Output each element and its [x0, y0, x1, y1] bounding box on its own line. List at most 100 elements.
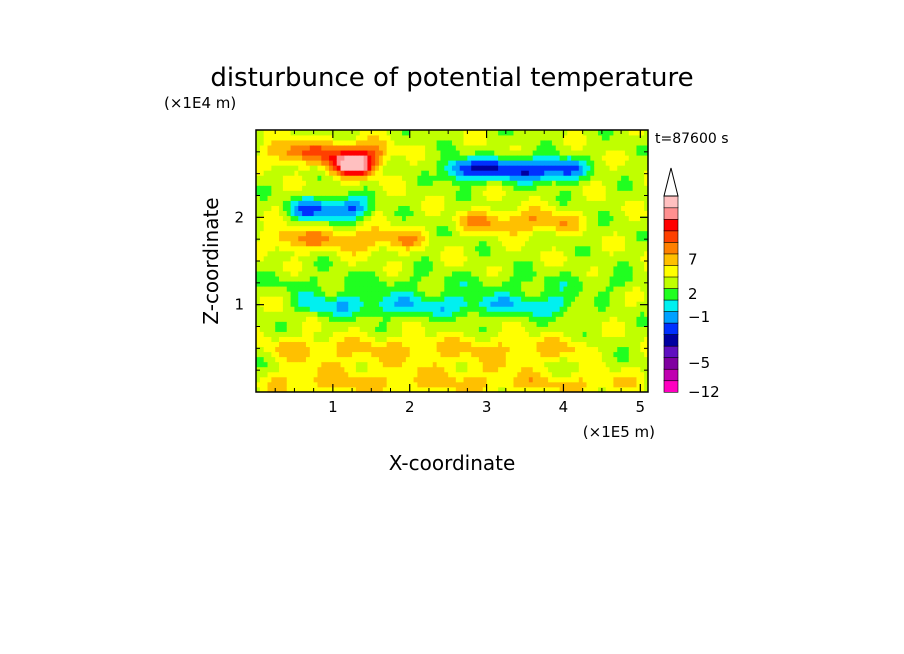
field-cell — [574, 351, 580, 358]
field-cell — [551, 271, 557, 277]
field-cell — [475, 271, 480, 277]
field-cell — [594, 306, 599, 312]
field-cell — [378, 185, 384, 191]
field-cell — [305, 160, 311, 166]
field-cell — [548, 220, 553, 227]
field-cell — [613, 376, 618, 383]
field-cell — [617, 296, 622, 302]
field-cell — [413, 170, 418, 176]
field-cell — [344, 245, 349, 252]
field-cell — [521, 336, 526, 343]
field-cell — [551, 266, 557, 272]
field-cell — [425, 311, 430, 317]
field-cell — [567, 291, 572, 297]
field-cell — [559, 140, 564, 146]
field-cell — [286, 220, 291, 227]
field-cell — [528, 220, 534, 227]
field-cell — [528, 316, 534, 322]
field-cell — [378, 155, 384, 161]
field-cell — [486, 200, 491, 206]
field-cell — [409, 286, 414, 292]
field-cell — [521, 250, 526, 257]
field-cell — [594, 371, 599, 378]
field-cell — [590, 190, 595, 196]
field-cell — [352, 331, 357, 337]
field-cell — [590, 276, 595, 282]
field-cell — [332, 366, 338, 373]
field-cell — [329, 271, 334, 277]
field-cell — [475, 331, 480, 337]
field-cell — [475, 286, 480, 292]
field-cell — [571, 245, 576, 252]
field-cell — [601, 301, 607, 307]
field-cell — [355, 381, 361, 388]
field-cell — [321, 336, 326, 343]
field-cell — [578, 130, 584, 136]
field-cell — [571, 205, 576, 212]
field-cell — [390, 165, 395, 171]
field-cell — [359, 210, 364, 217]
field-cell — [505, 301, 511, 307]
field-cell — [440, 291, 445, 297]
field-cell — [548, 336, 553, 343]
field-cell — [528, 291, 534, 297]
field-cell — [559, 245, 564, 252]
field-cell — [448, 220, 453, 227]
field-cell — [452, 135, 457, 141]
field-cell — [309, 220, 315, 227]
field-cell — [571, 240, 576, 247]
field-cell — [513, 266, 518, 272]
field-cell — [521, 200, 526, 206]
field-cell — [544, 366, 549, 373]
field-cell — [578, 326, 584, 332]
field-cell — [321, 235, 326, 242]
field-cell — [313, 276, 318, 282]
field-cell — [452, 276, 457, 282]
field-cell — [267, 326, 272, 332]
field-cell — [563, 245, 568, 252]
field-cell — [298, 190, 303, 196]
field-cell — [590, 180, 595, 186]
field-cell — [471, 170, 476, 176]
field-cell — [317, 346, 322, 353]
field-cell — [455, 135, 461, 141]
field-cell — [309, 185, 315, 191]
field-cell — [359, 235, 364, 242]
field-cell — [375, 250, 380, 257]
field-cell — [348, 286, 353, 292]
field-cell — [475, 356, 480, 363]
field-cell — [317, 245, 322, 252]
field-cell — [259, 185, 265, 191]
field-cell — [321, 200, 326, 206]
field-cell — [378, 306, 384, 312]
field-cell — [302, 140, 307, 146]
field-cell — [478, 261, 484, 267]
field-cell — [505, 316, 511, 322]
field-cell — [605, 140, 610, 146]
field-cell — [536, 291, 541, 297]
field-cell — [532, 301, 537, 307]
field-cell — [367, 155, 372, 161]
field-cell — [455, 245, 461, 252]
field-cell — [290, 160, 295, 166]
field-cell — [309, 150, 315, 156]
field-cell — [475, 230, 480, 237]
field-cell — [544, 190, 549, 196]
field-cell — [452, 266, 457, 272]
field-cell — [402, 235, 407, 242]
field-cell — [475, 296, 480, 302]
field-cell — [332, 331, 338, 337]
field-cell — [548, 266, 553, 272]
field-cell — [336, 220, 341, 227]
field-cell — [540, 276, 545, 282]
field-cell — [409, 261, 414, 267]
field-cell — [555, 386, 560, 392]
field-cell — [513, 286, 518, 292]
field-cell — [471, 180, 476, 186]
field-cell — [548, 170, 553, 176]
field-cell — [375, 255, 380, 262]
field-cell — [378, 150, 384, 156]
field-cell — [317, 205, 322, 212]
field-cell — [432, 135, 438, 141]
field-cell — [609, 376, 614, 383]
